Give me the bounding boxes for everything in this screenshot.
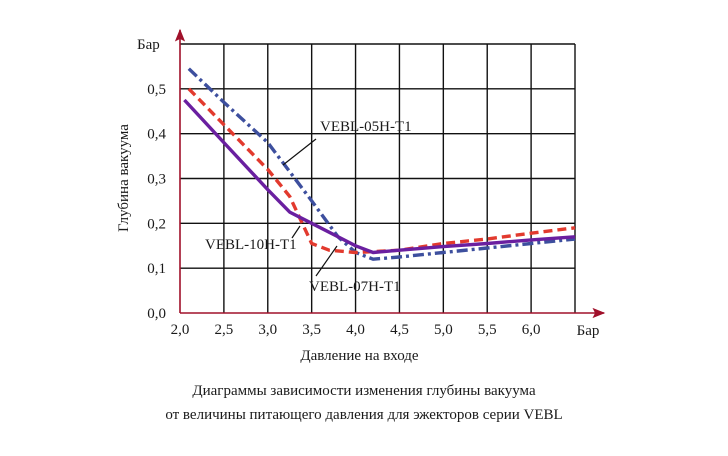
series-line xyxy=(187,87,576,255)
grid xyxy=(180,43,576,313)
x-tick-label: 3,0 xyxy=(258,322,277,338)
y-tick-label: 0,5 xyxy=(147,82,166,98)
leader-line xyxy=(315,245,338,277)
x-tick-label: 4,0 xyxy=(346,322,365,338)
x-tick-label: 4,5 xyxy=(390,322,409,338)
x-unit-label: Бар xyxy=(577,323,600,339)
y-tick-label: 0,3 xyxy=(147,172,166,188)
annotations: VEBL-05H-T1 VEBL-10H-T1 VEBL-07H-T1 xyxy=(205,119,412,295)
vacuum-depth-chart: 2,0 2,5 3,0 3,5 4,0 4,5 5,0 5,5 6,0 0,0 0,1 0,2 0,3 0… xyxy=(116,28,606,364)
annotation-veb-05: VEBL-05H-T1 xyxy=(320,119,412,135)
y-tick-label: 0,0 xyxy=(147,306,166,322)
x-tick-label: 6,0 xyxy=(522,322,541,338)
annotation-veb-10: VEBL-10H-T1 xyxy=(205,237,297,253)
x-tick-label: 5,0 xyxy=(434,322,453,338)
leader-line xyxy=(282,138,317,166)
series-line xyxy=(183,98,576,255)
y-tick-label: 0,2 xyxy=(147,216,166,232)
leader-line xyxy=(291,225,301,239)
axes: 2,0 2,5 3,0 3,5 4,0 4,5 5,0 5,5 6,0 0,0 0,1 0,2 0,3 0… xyxy=(116,28,606,364)
y-tick-label: 0,4 xyxy=(147,127,166,143)
x-tick-label: 2,0 xyxy=(171,322,190,338)
y-axis-title: Глубина вакуума xyxy=(116,124,132,232)
caption-line-2: от величины питающего давления для эжект… xyxy=(165,407,563,423)
y-unit-label: Бар xyxy=(137,37,160,53)
caption-line-1: Диаграммы зависимости изменения глубины … xyxy=(192,383,536,399)
y-tick-label: 0,1 xyxy=(147,261,166,277)
x-tick-label: 3,5 xyxy=(302,322,321,338)
annotation-veb-07: VEBL-07H-T1 xyxy=(309,279,401,295)
x-axis-title: Давление на входе xyxy=(300,348,419,364)
x-tick-label: 2,5 xyxy=(215,322,234,338)
series-group xyxy=(183,67,576,261)
series-line xyxy=(187,67,576,261)
x-tick-label: 5,5 xyxy=(478,322,497,338)
